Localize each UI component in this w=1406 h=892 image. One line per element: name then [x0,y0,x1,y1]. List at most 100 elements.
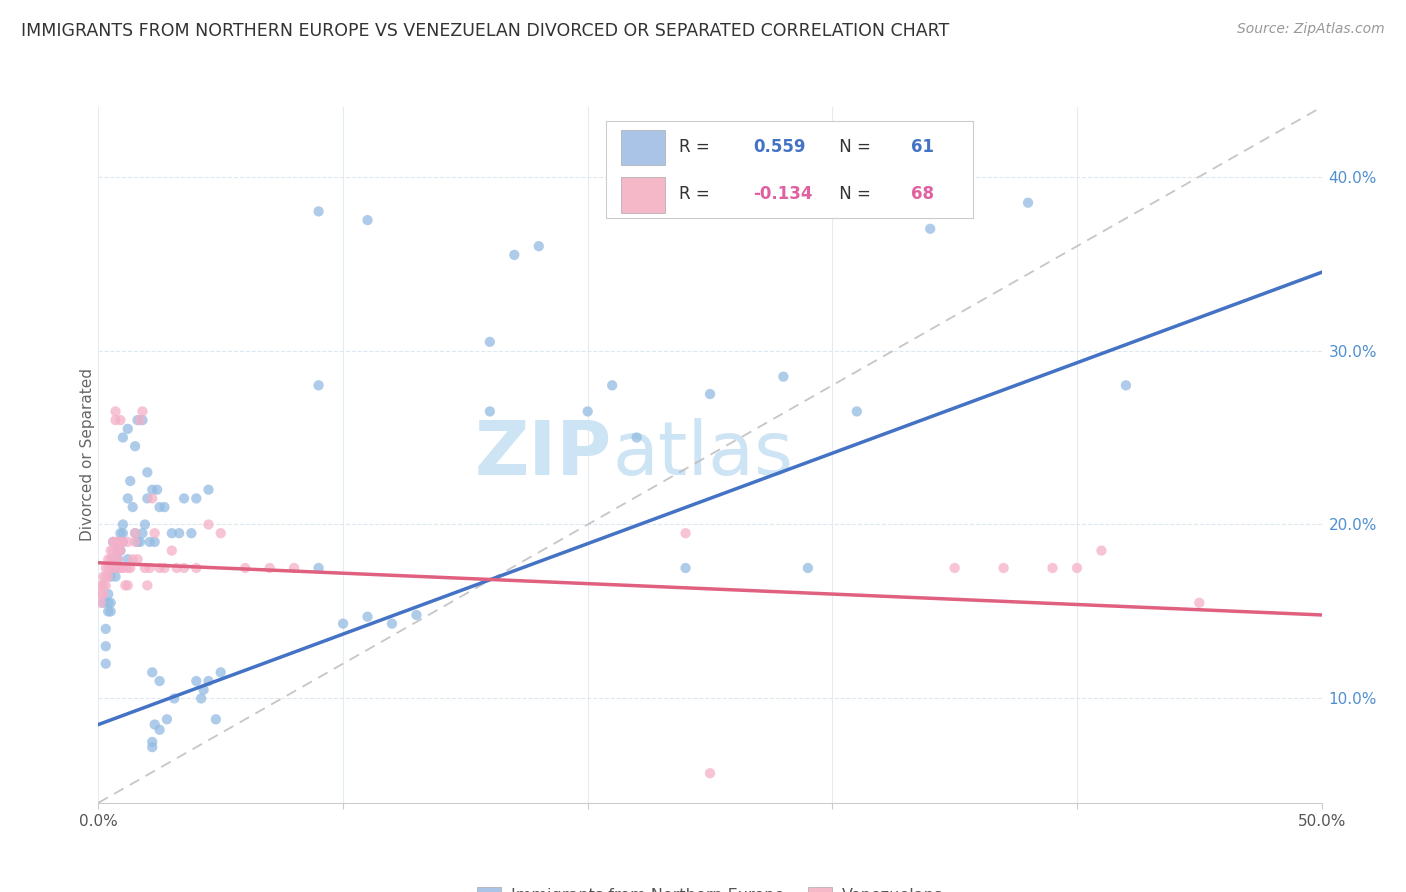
Point [104,570,127,584]
Point [600,378,623,392]
Point [139,534,162,549]
Point [97,552,120,566]
Point [120,561,142,575]
Point [90,596,112,610]
Text: -0.134: -0.134 [752,185,813,203]
Point [149,723,172,737]
Point [190,691,212,706]
Point [97,570,120,584]
Point [1090,543,1112,558]
Point [91,578,114,592]
Point [94,570,117,584]
Text: 0.559: 0.559 [752,138,806,156]
Point [209,665,232,680]
Point [107,561,129,575]
Point [94,639,117,653]
Point [166,561,188,575]
Point [1115,378,1137,392]
Point [111,534,134,549]
Point [111,526,134,541]
Point [173,491,195,506]
Point [332,616,354,631]
Point [107,534,129,549]
Y-axis label: Divorced or Separated: Divorced or Separated [80,368,94,541]
Point [139,561,162,575]
Point [153,500,176,514]
Point [129,534,152,549]
Point [110,534,132,549]
Point [699,766,721,780]
Point [104,552,127,566]
Point [127,552,149,566]
Point [141,735,163,749]
Point [104,561,127,575]
Point [675,561,697,575]
Point [205,712,228,726]
Point [100,570,122,584]
Point [797,561,820,575]
Point [1188,596,1211,610]
Point [101,534,124,549]
Point [233,561,256,575]
Point [167,526,190,541]
Point [141,483,163,497]
Point [699,387,721,401]
Point [675,526,697,541]
Point [127,534,149,549]
Point [626,430,648,444]
Point [478,404,501,418]
Point [104,552,127,566]
Point [146,483,169,497]
Point [104,404,127,418]
Point [186,561,208,575]
Point [197,674,219,689]
Point [117,552,139,566]
Text: atlas: atlas [612,418,793,491]
Point [576,404,599,418]
Point [90,578,112,592]
Point [111,534,134,549]
Point [173,561,195,575]
Point [107,534,129,549]
Point [149,500,172,514]
Text: 68: 68 [911,185,934,203]
Point [100,543,122,558]
Text: ZIP: ZIP [475,418,612,491]
Point [107,543,129,558]
Text: IMMIGRANTS FROM NORTHERN EUROPE VS VENEZUELAN DIVORCED OR SEPARATED CORRELATION : IMMIGRANTS FROM NORTHERN EUROPE VS VENEZ… [21,22,949,40]
Point [114,578,136,592]
Point [845,404,868,418]
Point [101,534,124,549]
Point [100,552,122,566]
Point [197,483,219,497]
Point [283,561,305,575]
Point [107,552,129,566]
FancyBboxPatch shape [620,129,665,165]
Point [143,717,166,731]
Point [141,491,163,506]
Point [993,561,1015,575]
Point [97,596,120,610]
Point [308,561,330,575]
Point [97,605,120,619]
Text: R =: R = [679,138,716,156]
Text: R =: R = [679,185,716,203]
Point [101,561,124,575]
Point [94,578,117,592]
Point [111,517,134,532]
Point [136,491,159,506]
Point [124,526,146,541]
Point [141,740,163,755]
Point [675,204,697,219]
Point [120,474,142,488]
Point [100,605,122,619]
Point [197,517,219,532]
Point [90,587,112,601]
Point [111,430,134,444]
Point [1066,561,1088,575]
Point [121,500,143,514]
Point [478,334,501,349]
Point [131,413,153,427]
Point [160,526,183,541]
Point [100,561,122,575]
